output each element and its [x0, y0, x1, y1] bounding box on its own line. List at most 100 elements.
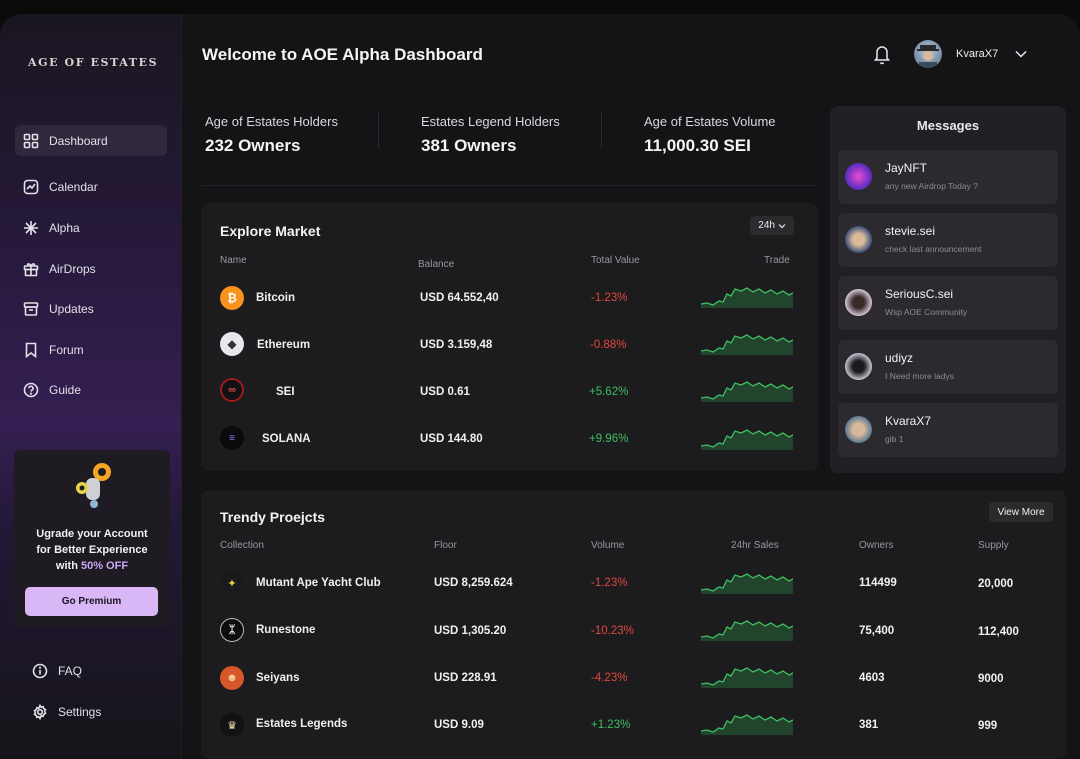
sidebar-item-label: Updates — [49, 301, 94, 316]
runestone-icon: ᛯ — [220, 618, 244, 642]
sidebar-item-faq[interactable]: FAQ — [32, 663, 82, 679]
trend-sparkline — [701, 381, 793, 402]
project-volume: +1.23% — [591, 719, 631, 731]
sidebar-item-label: Dashboard — [49, 133, 108, 148]
market-change: +9.96% — [589, 433, 629, 445]
market-balance: USD 3.159,48 — [420, 339, 493, 351]
stat-holders: Age of Estates Holders 232 Owners — [205, 114, 338, 156]
upgrade-card: Ugrade your Account for Better Experienc… — [14, 450, 170, 626]
help-icon — [22, 381, 40, 399]
market-change: -0.88% — [590, 339, 627, 351]
market-change: +5.62% — [589, 386, 629, 398]
gear-icon — [33, 704, 47, 720]
sidebar-item-dashboard[interactable]: Dashboard — [15, 125, 167, 156]
market-balance: USD 64.552,40 — [420, 292, 499, 304]
project-volume: -10.23% — [591, 625, 634, 637]
project-volume: -1.23% — [591, 577, 628, 589]
sidebar-item-airdrops[interactable]: AirDrops — [15, 253, 167, 284]
project-owners: 381 — [859, 719, 879, 731]
message-sender: SeriousC.sei — [885, 287, 954, 301]
discount-highlight: 50% OFF — [80, 560, 129, 572]
market-name[interactable]: Ethereum — [257, 339, 311, 351]
project-floor: USD 228.91 — [434, 672, 497, 684]
market-name[interactable]: SOLANA — [262, 433, 311, 445]
username[interactable]: KvaraX7 — [956, 48, 999, 60]
market-balance: USD 0.61 — [420, 386, 470, 398]
project-name[interactable]: Mutant Ape Yacht Club — [256, 577, 381, 589]
column-header: Supply — [978, 540, 1009, 551]
project-name[interactable]: Runestone — [256, 624, 316, 636]
sidebar-item-label: Settings — [58, 705, 102, 719]
notification-bell-icon[interactable] — [872, 43, 892, 65]
sidebar-item-label: FAQ — [58, 664, 83, 678]
project-supply: 999 — [978, 720, 998, 732]
sidebar-item-updates[interactable]: Updates — [15, 293, 167, 324]
time-range-select[interactable]: 24h — [750, 216, 794, 235]
project-floor: USD 1,305.20 — [434, 625, 507, 637]
divider — [378, 112, 379, 148]
sidebar-item-label: Calendar — [49, 179, 98, 194]
market-name[interactable]: SEI — [276, 386, 295, 398]
sidebar-item-forum[interactable]: Forum — [15, 334, 167, 365]
archive-icon — [22, 300, 40, 318]
stat-label: Estates Legend Holders — [421, 114, 560, 129]
chart-icon — [22, 178, 40, 196]
sidebar-item-label: Guide — [49, 382, 82, 397]
avatar — [845, 416, 872, 443]
project-floor: USD 8,259.624 — [434, 577, 513, 589]
upgrade-prefix: with — [55, 560, 81, 572]
chevron-down-icon[interactable] — [1014, 47, 1028, 61]
avatar — [845, 226, 872, 253]
sidebar-item-calendar[interactable]: Calendar — [15, 171, 167, 202]
message-item[interactable]: udiyz I Need more ladys — [838, 340, 1058, 394]
market-name[interactable]: Bitcoin — [256, 292, 295, 304]
column-header: Volume — [591, 540, 625, 551]
upgrade-line: Ugrade your Account — [36, 528, 148, 540]
avatar — [845, 353, 872, 380]
message-sender: KvaraX7 — [885, 414, 932, 428]
project-name[interactable]: Seiyans — [256, 672, 300, 684]
message-preview: any new Airdrop Today ? — [885, 181, 978, 191]
message-preview: I Need more ladys — [885, 371, 954, 381]
project-name[interactable]: Estates Legends — [256, 718, 348, 730]
trend-sparkline — [701, 334, 793, 355]
time-range-value: 24h — [758, 220, 775, 231]
message-item[interactable]: stevie.sei check last announcement — [838, 213, 1058, 267]
app-window: AGE OF ESTATES Dashboard Calendar Alpha … — [0, 14, 1080, 759]
brand-logo[interactable]: AGE OF ESTATES — [28, 56, 159, 69]
go-premium-button[interactable]: Go Premium — [25, 587, 158, 616]
sidebar-item-label: Forum — [49, 342, 84, 357]
messages-panel: Messages JayNFT any new Airdrop Today ? … — [830, 106, 1066, 473]
message-preview: Wsp AOE Community — [885, 307, 968, 317]
trend-sparkline — [701, 620, 793, 641]
stat-volume: Age of Estates Volume 11,000.30 SEI — [644, 114, 776, 156]
stat-label: Age of Estates Volume — [644, 114, 776, 129]
trendy-projects-card — [201, 490, 1066, 759]
sidebar-item-settings[interactable]: Settings — [32, 704, 101, 720]
column-header: Collection — [220, 540, 264, 551]
project-owners: 75,400 — [859, 625, 895, 637]
ethereum-icon: ◆ — [220, 332, 244, 356]
sidebar-item-label: Alpha — [49, 220, 80, 235]
message-item[interactable]: JayNFT any new Airdrop Today ? — [838, 150, 1058, 204]
sidebar-item-guide[interactable]: Guide — [15, 374, 167, 405]
message-preview: check last announcement — [885, 244, 982, 254]
gift-icon — [22, 260, 40, 278]
messages-title: Messages — [916, 118, 980, 133]
upgrade-line: for Better Experience — [36, 544, 148, 556]
upgrade-text: Ugrade your Account for Better Experienc… — [22, 526, 162, 574]
avatar — [845, 163, 872, 190]
user-avatar[interactable] — [914, 40, 942, 68]
stat-legend-holders: Estates Legend Holders 381 Owners — [421, 114, 560, 156]
project-owners: 114499 — [859, 577, 897, 589]
message-item[interactable]: SeriousC.sei Wsp AOE Community — [838, 276, 1058, 330]
message-sender: udiyz — [885, 351, 914, 365]
message-item[interactable]: KvaraX7 gib 1 — [838, 403, 1058, 457]
sidebar-item-alpha[interactable]: Alpha — [15, 212, 167, 243]
view-more-button[interactable]: View More — [989, 502, 1053, 522]
explore-market-title: Explore Market — [220, 223, 321, 239]
column-header: Balance — [418, 259, 455, 270]
avatar — [845, 289, 872, 316]
bookmark-icon — [22, 341, 40, 359]
market-balance: USD 144.80 — [420, 433, 483, 445]
